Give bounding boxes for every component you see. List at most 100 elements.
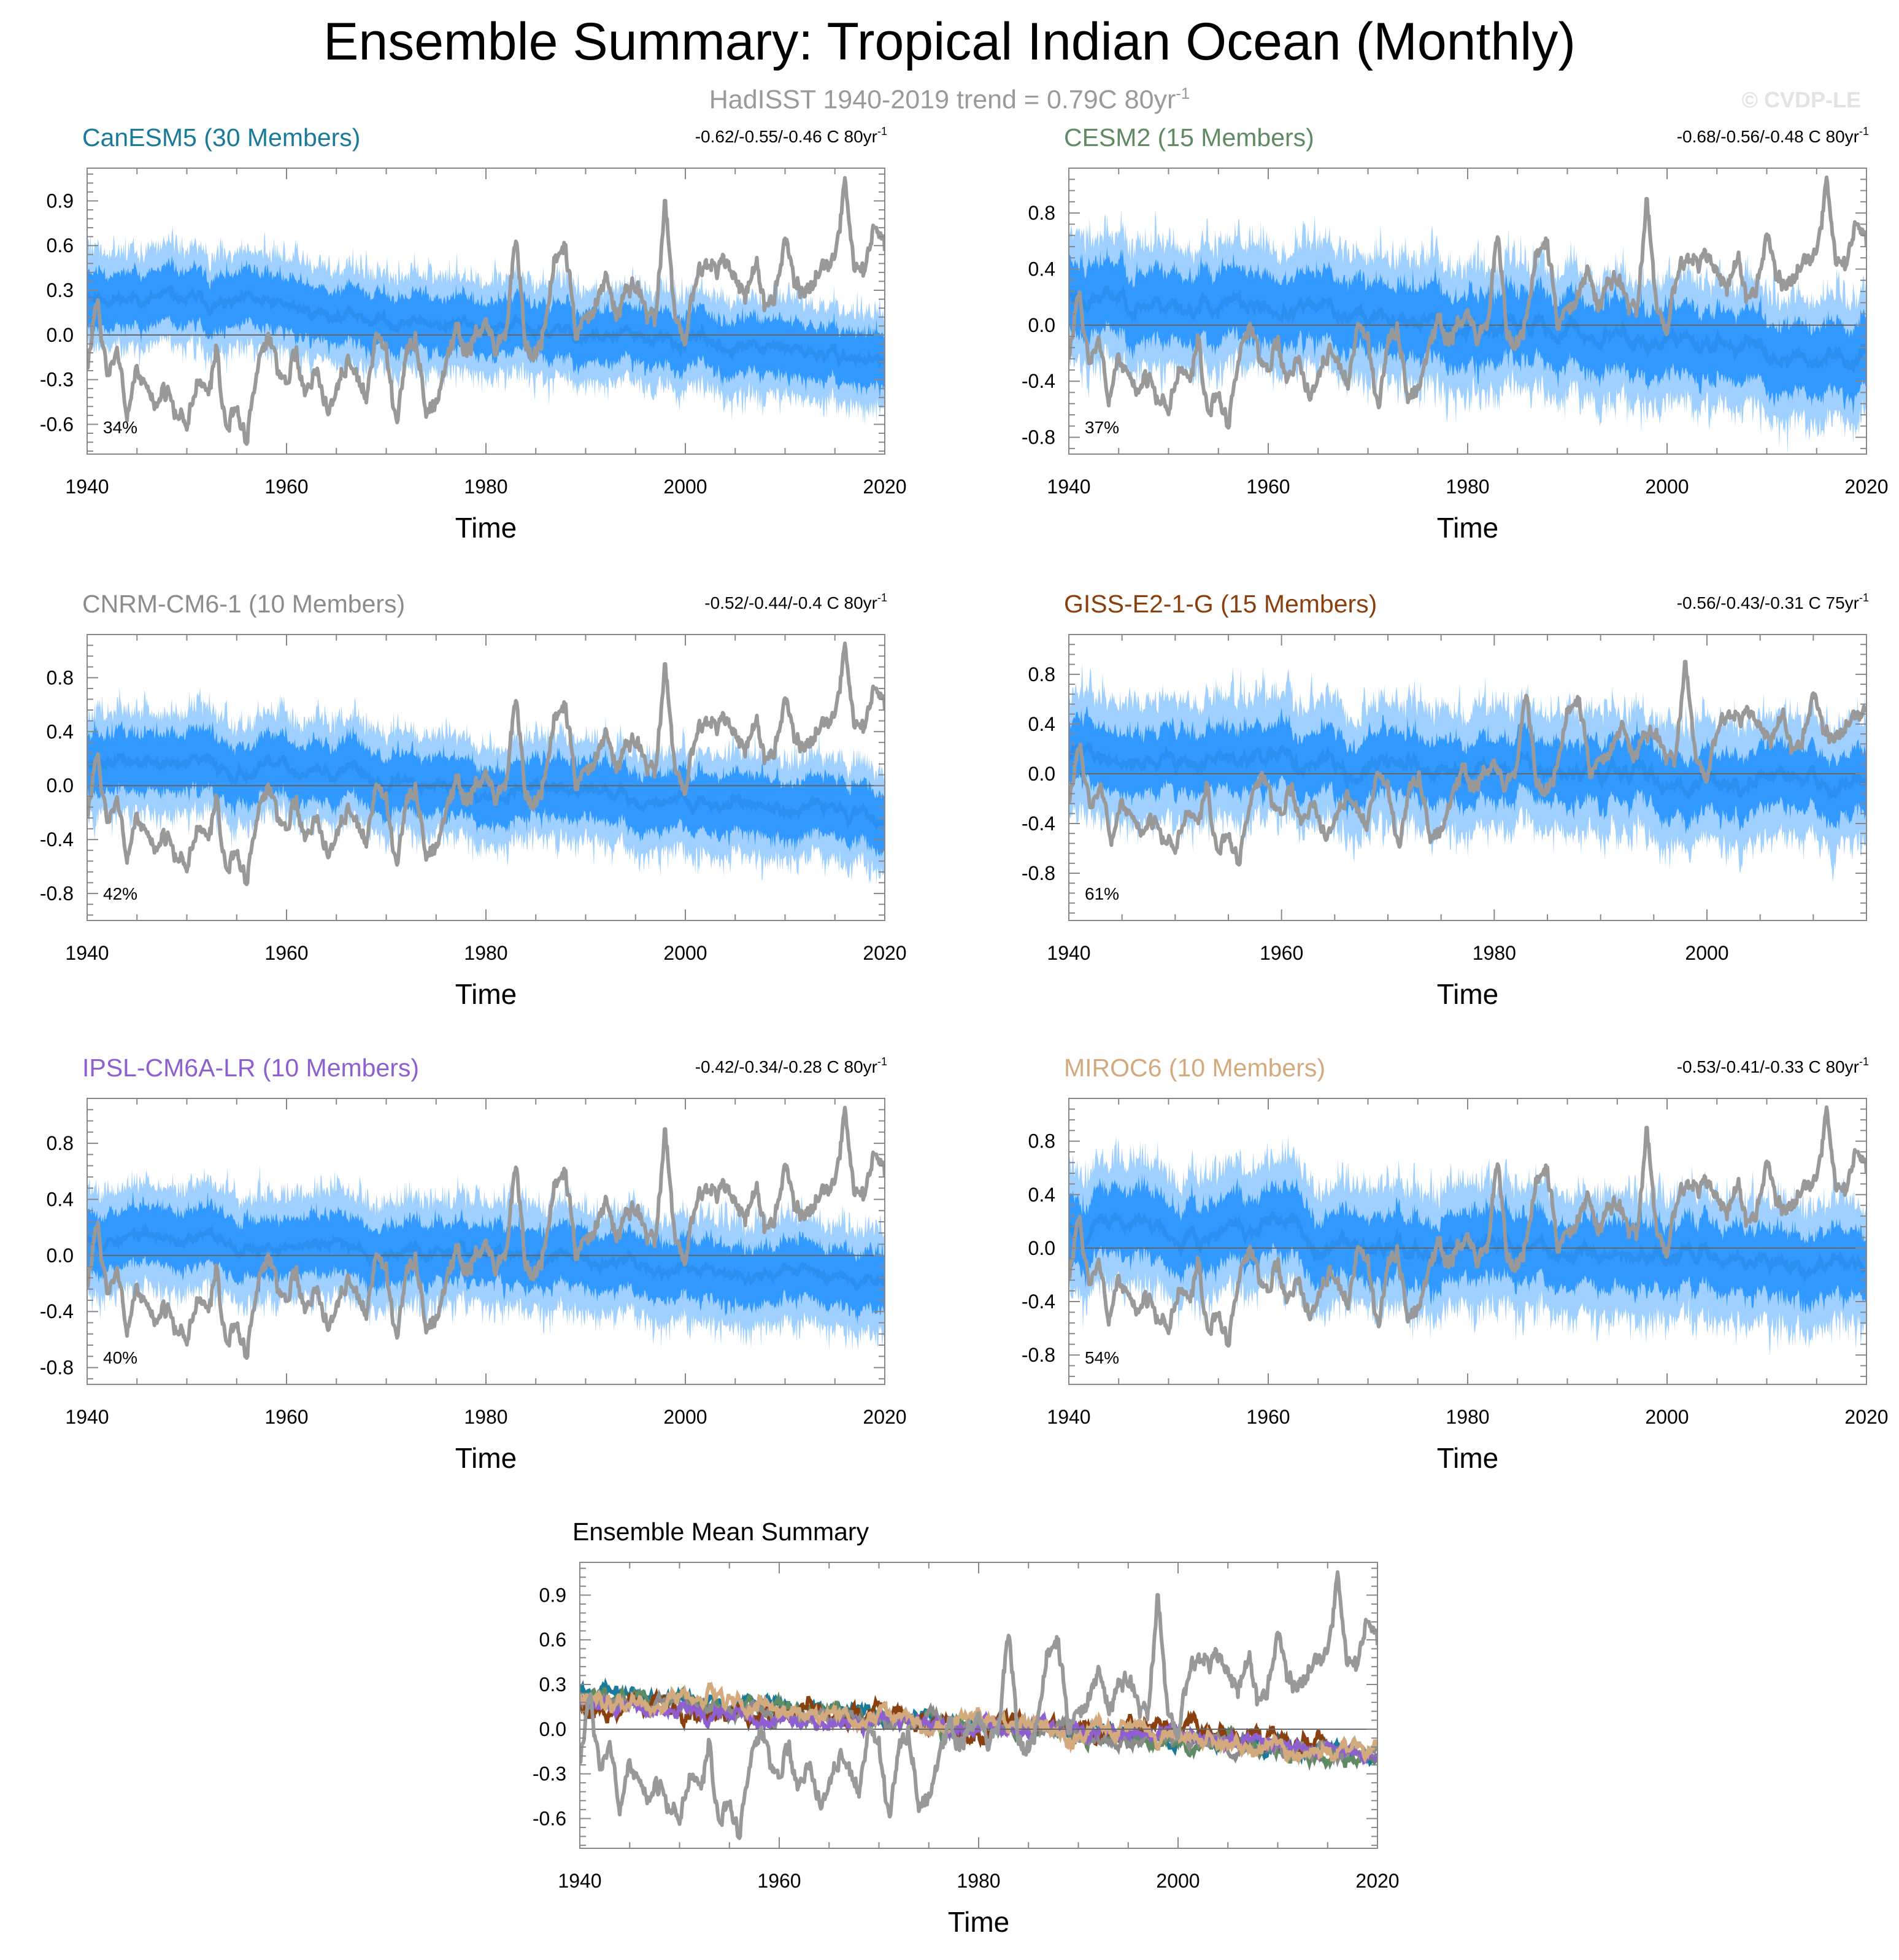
y-tick-label: 0.0 xyxy=(539,1718,566,1740)
ensemble-spread-inner xyxy=(87,719,885,857)
y-tick-label: 0.3 xyxy=(47,279,74,301)
y-tick-label: 0.9 xyxy=(47,190,74,212)
trend-range: -0.68/-0.56/-0.48 C 80yr-1 xyxy=(1677,125,1869,146)
x-tick-label: 2000 xyxy=(663,1406,707,1428)
y-axis: 0.8 0.4 0.0 -0.4 -0.8 xyxy=(1022,168,1866,449)
panel-title: GISS-E2-1-G (15 Members) xyxy=(1064,590,1377,618)
y-axis: 0.8 0.4 0.0 -0.4 -0.8 xyxy=(1022,634,1866,914)
x-tick-label: 1940 xyxy=(1047,476,1090,498)
series-line-miroc6 xyxy=(580,1681,1377,1767)
rank-percent: 61% xyxy=(1085,884,1119,903)
plot-area xyxy=(1069,176,1866,454)
x-axis: 1940 1960 1980 2000 2020 xyxy=(1047,1098,1889,1428)
y-tick-label: -0.4 xyxy=(1022,812,1055,835)
y-tick-label: 0.6 xyxy=(47,234,74,257)
x-tick-label: 2000 xyxy=(1645,476,1689,498)
subtitle-superscript: -1 xyxy=(1176,85,1190,102)
x-tick-label: 1980 xyxy=(464,1406,507,1428)
panel-2: 0.8 0.4 0.0 -0.4 -0.8 1940 1960 1980 2000 2020 Tim… xyxy=(1022,123,1889,544)
x-tick-label: 2020 xyxy=(1844,1406,1888,1428)
y-tick-label: -0.3 xyxy=(40,369,74,391)
observation-line xyxy=(580,1570,1377,1840)
x-tick-label: 1960 xyxy=(757,1870,801,1892)
x-tick-label: 1940 xyxy=(65,1406,109,1428)
rank-percent: 40% xyxy=(103,1348,137,1367)
ensemble-mean-line xyxy=(1069,1210,1866,1284)
y-tick-label: -0.4 xyxy=(1022,370,1055,392)
x-tick-label: 1960 xyxy=(264,1406,308,1428)
ensemble-mean-line xyxy=(1069,284,1866,374)
x-axis-label: Time xyxy=(1437,1442,1499,1474)
y-tick-label: -0.4 xyxy=(40,1300,74,1322)
plot-area xyxy=(87,641,885,887)
y-tick-label: 0.8 xyxy=(47,1132,74,1154)
x-tick-label: 2000 xyxy=(663,476,707,498)
x-tick-label: 1980 xyxy=(957,1870,1000,1892)
y-tick-label: 0.0 xyxy=(1028,763,1055,785)
y-tick-label: -0.4 xyxy=(40,828,74,851)
observation-line xyxy=(1069,660,1866,867)
panel-6: 0.8 0.4 0.0 -0.4 -0.8 1940 1960 1980 2000 2020 Tim… xyxy=(1022,1054,1889,1474)
x-tick-label: 2020 xyxy=(1355,1870,1399,1892)
x-tick-label: 2000 xyxy=(1156,1870,1200,1892)
plot-frame xyxy=(1068,634,1867,921)
x-tick-label: 2020 xyxy=(1844,476,1888,498)
x-tick-label: 1960 xyxy=(1246,1406,1290,1428)
y-axis: 0.8 0.4 0.0 -0.4 -0.8 xyxy=(1022,1098,1866,1377)
y-tick-label: 0.9 xyxy=(539,1584,566,1606)
x-tick-label: 1960 xyxy=(1260,942,1303,964)
rank-percent: 34% xyxy=(103,418,137,437)
y-tick-label: -0.4 xyxy=(1022,1291,1055,1313)
panel-title: IPSL-CM6A-LR (10 Members) xyxy=(82,1054,419,1082)
y-tick-label: 0.4 xyxy=(1028,713,1055,735)
x-tick-label: 1940 xyxy=(65,942,109,964)
x-axis: 1940 1960 1980 2000 2020 xyxy=(65,635,907,964)
y-tick-label: 0.4 xyxy=(47,1188,74,1210)
watermark: © CVDP-LE xyxy=(1741,87,1861,112)
observation-line xyxy=(87,176,885,446)
y-tick-label: 0.4 xyxy=(1028,1184,1055,1206)
x-tick-label: 1980 xyxy=(1473,942,1516,964)
series-line-ipsl-cm6a-lr xyxy=(580,1694,1377,1766)
y-tick-label: 0.0 xyxy=(47,774,74,797)
observation-line xyxy=(1069,1105,1866,1348)
y-tick-label: 0.6 xyxy=(539,1629,566,1651)
x-tick-label: 1980 xyxy=(464,476,507,498)
panel-7: 0.9 0.6 0.3 0.0 -0.3 -0.6 1940 1960 1980 2000 2020… xyxy=(533,1518,1400,1938)
plot-area xyxy=(580,1570,1377,1840)
x-axis-label: Time xyxy=(1437,512,1499,544)
x-axis: 1940 1960 1980 2000 xyxy=(1047,635,1867,964)
y-tick-label: 0.3 xyxy=(539,1673,566,1696)
plot-area xyxy=(87,1106,885,1360)
y-tick-label: -0.6 xyxy=(533,1807,566,1829)
x-axis: 1940 1960 1980 2000 2020 xyxy=(1047,168,1889,498)
ensemble-mean-line xyxy=(87,752,885,832)
x-tick-label: 1980 xyxy=(464,942,507,964)
subtitle-text: HadISST 1940-2019 trend = 0.79C 80yr xyxy=(709,85,1176,115)
y-tick-label: 0.8 xyxy=(1028,202,1055,224)
y-tick-label: -0.6 xyxy=(40,413,74,435)
y-tick-label: 0.8 xyxy=(1028,663,1055,685)
observation-line xyxy=(87,641,885,887)
trend-range: -0.62/-0.55/-0.46 C 80yr-1 xyxy=(695,125,887,146)
y-tick-label: -0.8 xyxy=(1022,862,1055,884)
rank-percent: 42% xyxy=(103,884,137,903)
panel-1: 0.9 0.6 0.3 0.0 -0.3 -0.6 1940 1960 1980 2000 2020… xyxy=(40,123,907,544)
x-axis: 1940 1960 1980 2000 2020 xyxy=(65,168,907,498)
x-axis-label: Time xyxy=(455,512,517,544)
x-axis-label: Time xyxy=(948,1906,1010,1938)
y-axis: 0.8 0.4 0.0 -0.4 -0.8 xyxy=(40,634,885,916)
y-tick-label: 0.8 xyxy=(47,666,74,689)
y-tick-label: -0.8 xyxy=(40,882,74,905)
x-axis-label: Time xyxy=(455,1442,517,1474)
x-axis-label: Time xyxy=(455,978,517,1010)
x-tick-label: 2000 xyxy=(1645,1406,1689,1428)
panel-3: 0.8 0.4 0.0 -0.4 -0.8 1940 1960 1980 2000 2020 Tim… xyxy=(40,590,907,1010)
x-tick-label: 1940 xyxy=(1047,1406,1090,1428)
panel-title: CESM2 (15 Members) xyxy=(1064,123,1314,152)
y-axis: 0.9 0.6 0.3 0.0 -0.3 -0.6 xyxy=(40,173,885,452)
x-axis-label: Time xyxy=(1437,978,1499,1010)
y-tick-label: -0.8 xyxy=(40,1357,74,1379)
x-tick-label: 2000 xyxy=(1685,942,1728,964)
y-tick-label: -0.8 xyxy=(1022,426,1055,449)
